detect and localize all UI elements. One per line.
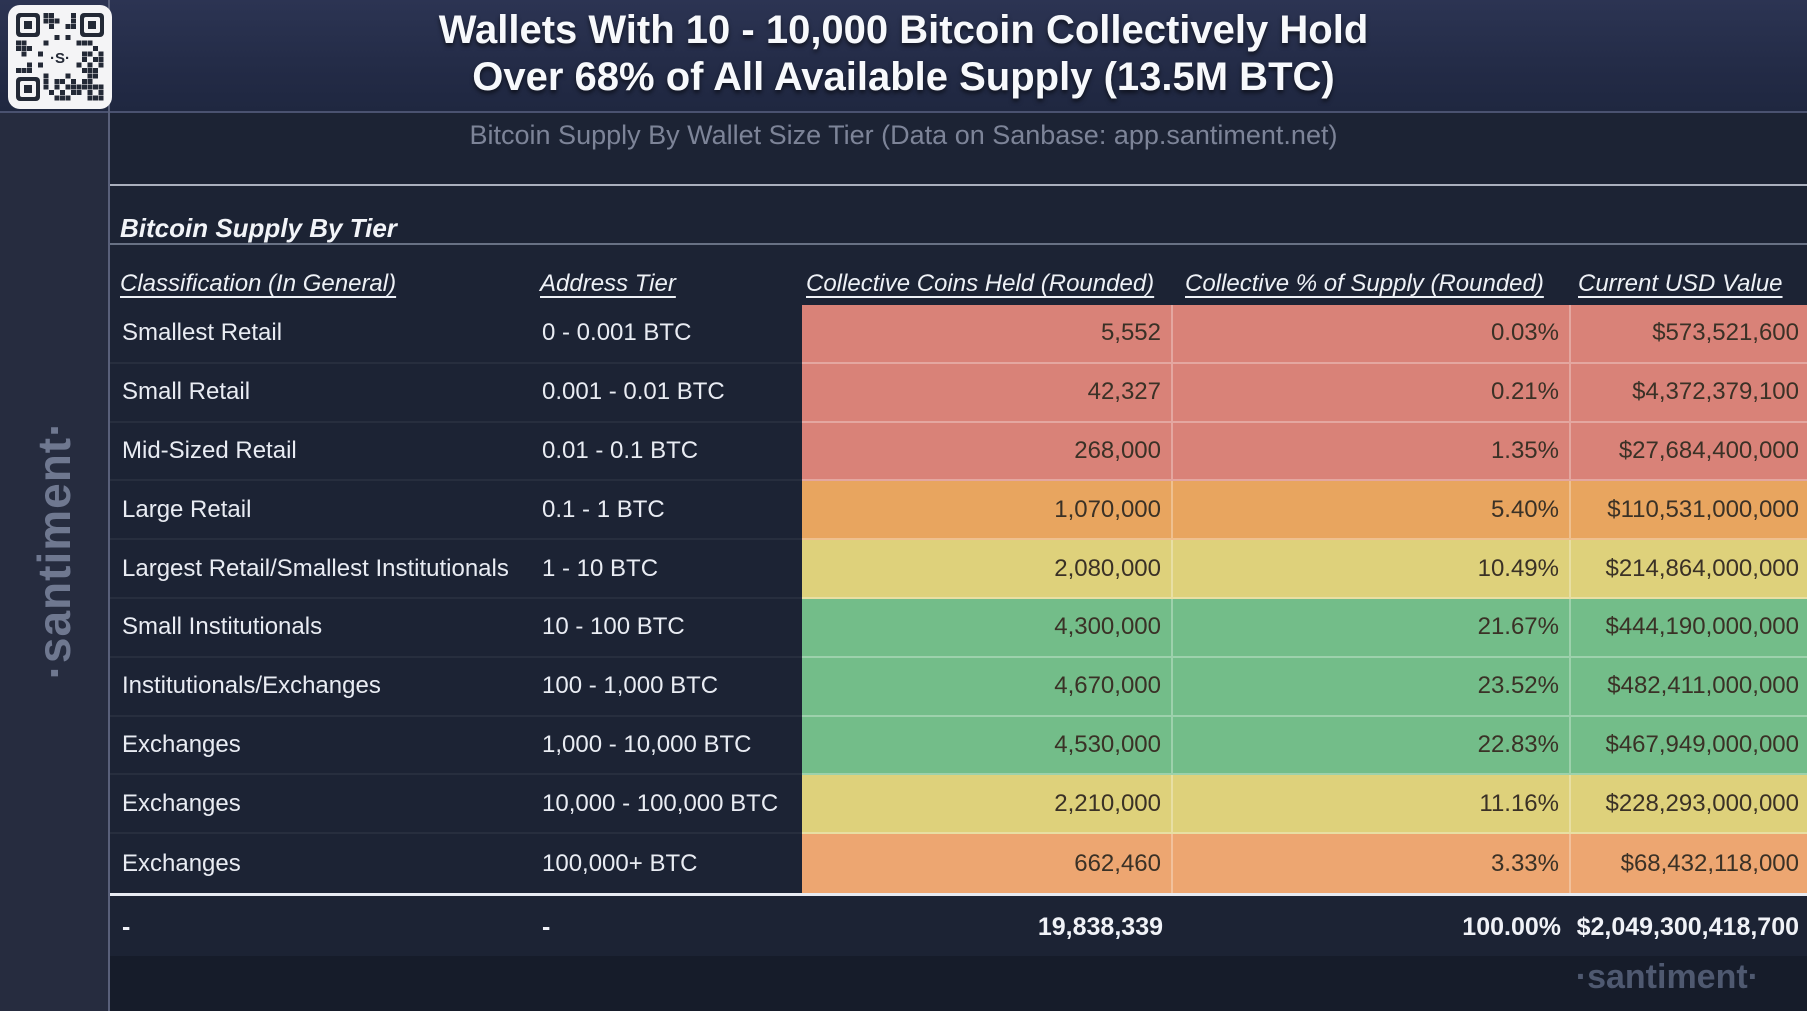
row-address-tier: 1,000 - 10,000 BTC [542,717,802,776]
row-usd-value: $467,949,000,000 [1571,716,1807,776]
row-pct-supply: 21.67% [1173,598,1571,658]
page-subtitle: Bitcoin Supply By Wallet Size Tier (Data… [469,120,1338,150]
row-coins-held: 5,552 [802,305,1173,364]
table-row: Smallest Retail 0 - 0.001 BTC 5,552 0.03% $5… [110,305,1807,364]
row-coins-held: 1,070,000 [802,481,1173,541]
totals-tier: - [542,912,551,941]
sidebar-divider [108,0,110,1011]
table-row: Large Retail 0.1 - 1 BTC 1,070,000 5.40% $11… [110,481,1807,541]
column-header-pct-supply: Collective % of Supply (Rounded) [1185,270,1544,297]
row-classification: Large Retail [110,481,542,541]
row-usd-value: $68,432,118,000 [1571,834,1807,893]
page-title-line2: Over 68% of All Available Supply (13.5M … [472,55,1335,99]
totals-usd: $2,049,300,418,700 [1576,912,1799,941]
page-title-line1: Wallets With 10 - 10,000 Bitcoin Collect… [438,8,1369,52]
table-row: Institutionals/Exchanges 100 - 1,000 BTC 4… [110,657,1807,717]
row-address-tier: 0.01 - 0.1 BTC [542,423,802,482]
sidebar [0,111,108,1011]
row-classification: Institutionals/Exchanges [110,658,542,717]
totals-row: - - 19,838,339 100.00% $2,049,300,418,70… [110,893,1807,958]
totals-classification: - [122,912,131,941]
row-classification: Largest Retail/Smallest Institutionals [110,540,542,599]
table-row: Mid-Sized Retail 0.01 - 0.1 BTC 268,000 1.3… [110,422,1807,482]
row-classification: Small Institutionals [110,599,542,658]
totals-pct: 100.00% [1462,912,1561,941]
row-address-tier: 100 - 1,000 BTC [542,658,802,717]
sidebar-santiment-watermark: ·santiment· [28,420,80,680]
row-usd-value: $110,531,000,000 [1571,481,1807,541]
totals-coins: 19,838,339 [1037,912,1163,941]
row-pct-supply: 10.49% [1173,540,1571,599]
qr-center-circle [45,42,75,72]
row-pct-supply: 23.52% [1173,657,1571,717]
row-pct-supply: 3.33% [1173,834,1571,893]
row-coins-held: 2,080,000 [802,540,1173,599]
table-row: Largest Retail/Smallest Institutionals 1 … [110,540,1807,599]
row-coins-held: 268,000 [802,422,1173,482]
row-classification: Small Retail [110,364,542,423]
page-title: Wallets With 10 - 10,000 Bitcoin Collect… [0,7,1807,101]
qr-code: ·S· [8,5,112,109]
qr-finder-icon [16,13,104,101]
row-usd-value: $573,521,600 [1571,305,1807,364]
row-usd-value: $214,864,000,000 [1571,540,1807,599]
row-usd-value: $444,190,000,000 [1571,598,1807,658]
row-coins-held: 662,460 [802,834,1173,893]
row-classification: Smallest Retail [110,305,542,364]
row-address-tier: 1 - 10 BTC [542,540,802,599]
table-row: Exchanges 100,000+ BTC 662,460 3.33% $68,432… [110,834,1807,893]
santiment-s-logo: ·S· [50,50,70,67]
row-pct-supply: 11.16% [1173,775,1571,835]
row-address-tier: 0 - 0.001 BTC [542,305,802,364]
row-address-tier: 10 - 100 BTC [542,599,802,658]
table-title: Bitcoin Supply By Tier [120,213,397,243]
row-classification: Exchanges [110,717,542,776]
row-coins-held: 42,327 [802,363,1173,423]
footer-strip [110,956,1807,1011]
footer-santiment-watermark: ·santiment· [1575,958,1759,996]
table-top-border [110,243,1807,245]
table-body: Smallest Retail 0 - 0.001 BTC 5,552 0.03% $5… [110,305,1807,893]
row-coins-held: 4,530,000 [802,716,1173,776]
row-classification: Mid-Sized Retail [110,423,542,482]
table-row: Small Retail 0.001 - 0.01 BTC 42,327 0.21% $… [110,363,1807,423]
row-usd-value: $482,411,000,000 [1571,657,1807,717]
column-header-usd-value: Current USD Value [1578,270,1783,297]
column-header-coins-held: Collective Coins Held (Rounded) [806,270,1155,297]
row-pct-supply: 1.35% [1173,422,1571,482]
row-coins-held: 4,670,000 [802,657,1173,717]
row-address-tier: 100,000+ BTC [542,849,698,877]
row-usd-value: $27,684,400,000 [1571,422,1807,482]
row-address-tier: 0.001 - 0.01 BTC [542,364,802,423]
subtitle-divider [110,184,1807,186]
row-pct-supply: 0.21% [1173,363,1571,423]
column-header-address-tier: Address Tier [540,270,676,297]
row-pct-supply: 0.03% [1173,305,1571,364]
row-address-tier: 0.1 - 1 BTC [542,481,802,541]
row-address-tier: 10,000 - 100,000 BTC [542,775,802,835]
table-row: Exchanges 1,000 - 10,000 BTC 4,530,000 22.8… [110,716,1807,776]
row-pct-supply: 5.40% [1173,481,1571,541]
table-row: Small Institutionals 10 - 100 BTC 4,300,00… [110,598,1807,658]
header-banner [0,0,1807,113]
row-pct-supply: 22.83% [1173,716,1571,776]
column-header-classification: Classification (In General) [120,270,397,297]
row-coins-held: 2,210,000 [802,775,1173,835]
table-row: Exchanges 10,000 - 100,000 BTC 2,210,000 11… [110,775,1807,835]
row-usd-value: $4,372,379,100 [1571,363,1807,423]
row-usd-value: $228,293,000,000 [1571,775,1807,835]
row-classification: Exchanges [110,775,542,835]
row-classification: Exchanges [122,849,241,877]
row-coins-held: 4,300,000 [802,598,1173,658]
